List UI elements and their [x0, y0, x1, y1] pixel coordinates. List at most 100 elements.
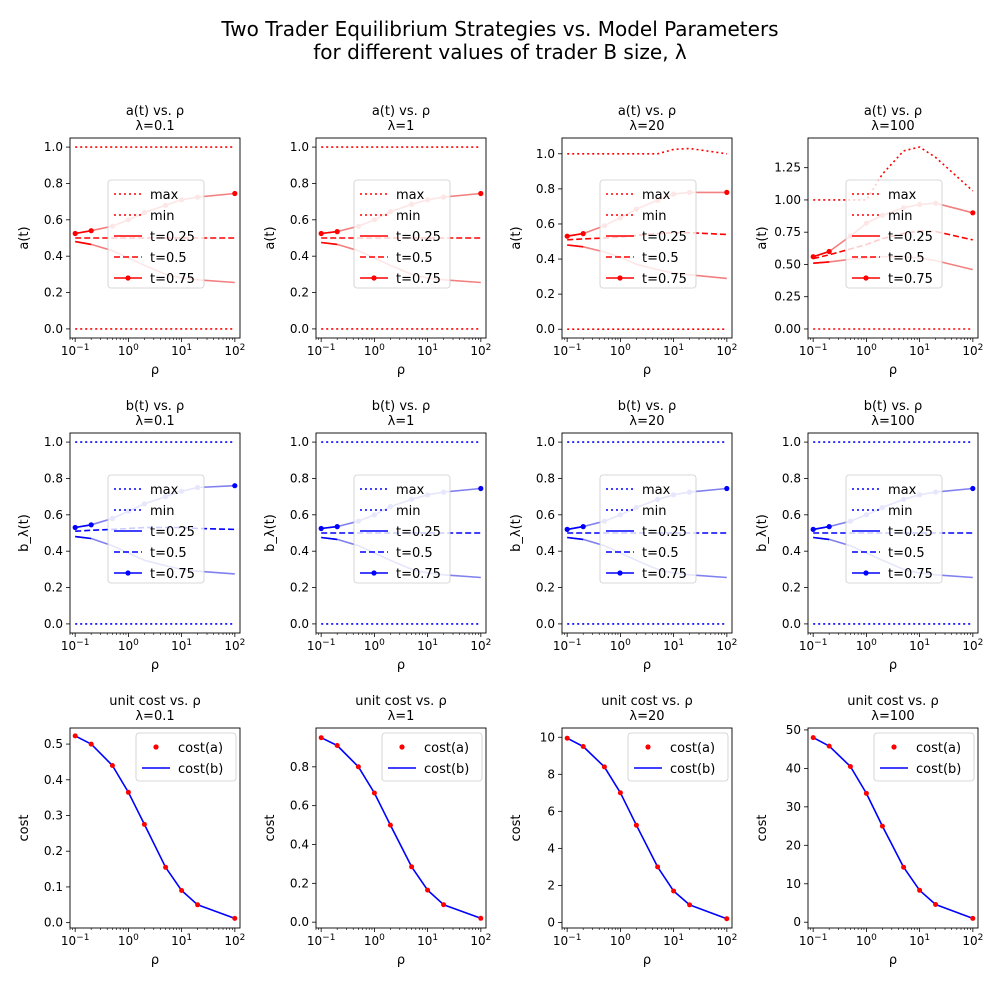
subplot-subtitle: λ=0.1	[135, 709, 174, 724]
subplot-title: unit cost vs. ρ	[601, 694, 692, 709]
series-t075-point	[478, 485, 484, 492]
x-tick-label: 101	[663, 933, 684, 948]
legend-label: t=0.5	[888, 546, 925, 561]
x-tick-label: 102	[962, 343, 983, 358]
series-t075-segment	[75, 524, 92, 529]
x-axis-label: ρ	[643, 658, 651, 673]
y-tick-label: 0.1	[44, 880, 63, 894]
series-cost-a-point	[409, 864, 415, 870]
series-cost-a-point	[195, 902, 201, 908]
subplot-5: b(t) vs. ρλ=0.1 10−1 100 101 102 0.0 0.2 0.4 0.6…	[17, 399, 245, 673]
series-cost-a-point	[441, 902, 447, 908]
series-cost-a-point	[826, 743, 832, 749]
axes-frame	[69, 137, 241, 339]
series-t075-point	[580, 231, 586, 237]
y-axis-label: b_λ(t)	[17, 514, 32, 552]
series-cost-a-point	[601, 764, 607, 770]
y-tick-label: 0.50	[774, 257, 801, 271]
y-tick-label: 0	[793, 915, 801, 929]
subplot-11: unit cost vs. ρλ=20 10−1 100 101 102 0 2 4 6 8 10 ρ…	[509, 694, 737, 968]
x-tick-label: 102	[470, 933, 491, 948]
subplot-8: b(t) vs. ρλ=100 10−1 100 101 102 0.0 0.2 0.4 0.6…	[755, 399, 983, 673]
x-tick-label: 100	[610, 933, 631, 948]
y-tick-label: 1.25	[774, 161, 801, 175]
series-t075-point	[826, 524, 832, 530]
series-t075-point	[970, 210, 976, 216]
legend-marker	[399, 744, 405, 750]
x-tick-label: 10−1	[553, 343, 582, 358]
y-tick-label: 0.2	[44, 286, 63, 300]
x-tick-label: 102	[716, 933, 737, 948]
y-tick-label: 6	[547, 804, 555, 818]
series-t025-segment	[567, 244, 584, 248]
x-tick-label: 102	[962, 933, 983, 948]
series-cost-a-point	[109, 763, 115, 768]
subplot-subtitle: λ=100	[871, 709, 914, 724]
x-axis-label: ρ	[397, 953, 405, 968]
legend-marker	[863, 275, 869, 281]
legend-marker	[863, 570, 869, 576]
x-tick-label: 100	[364, 638, 385, 653]
legend-label: cost(b)	[670, 762, 715, 777]
legend-label: cost(a)	[424, 741, 469, 756]
x-axis-label: ρ	[889, 363, 897, 378]
legend-box	[845, 179, 943, 289]
series-cost-a-point	[970, 915, 976, 921]
series-t075-point	[826, 248, 832, 255]
series-t025-segment	[813, 261, 830, 264]
series-group	[564, 735, 730, 922]
subplot-title: unit cost vs. ρ	[109, 694, 200, 709]
series-t075-segment	[75, 229, 92, 235]
legend-label: cost(a)	[670, 741, 715, 756]
y-tick-label: 0.0	[782, 617, 801, 631]
x-tick-label: 100	[610, 638, 631, 653]
legend-label: cost(a)	[178, 741, 223, 756]
x-tick-label: 102	[224, 933, 245, 948]
legend-marker	[891, 744, 897, 750]
axes-frame	[561, 727, 733, 929]
series-cost-a-point	[724, 916, 730, 922]
subplot-title: b(t) vs. ρ	[372, 399, 431, 414]
series-t075-point	[810, 254, 816, 260]
legend-label: t=0.5	[642, 251, 679, 266]
legend-marker	[371, 275, 377, 281]
y-tick-label: 0.6	[44, 213, 63, 227]
x-axis-label: ρ	[889, 953, 897, 968]
y-tick-label: 0.2	[290, 581, 309, 595]
series-t075-segment	[567, 232, 584, 237]
legend-label: t=0.25	[396, 525, 441, 540]
y-tick-label: 0.8	[782, 471, 801, 485]
axes-frame	[315, 727, 487, 929]
series-cost-a-point	[564, 735, 570, 741]
series-t075-point	[334, 229, 340, 235]
y-tick-label: 0.0	[536, 617, 555, 631]
x-tick-label: 100	[118, 638, 139, 653]
series-cost-a-point	[232, 915, 238, 921]
x-axis-label: ρ	[151, 953, 159, 968]
x-tick-label: 102	[716, 638, 737, 653]
y-tick-label: 0.0	[44, 916, 63, 930]
y-tick-label: 0.2	[536, 287, 555, 301]
series-t075-point	[232, 190, 238, 197]
series-cost-a-point	[355, 764, 361, 770]
axes-frame	[69, 432, 241, 634]
x-tick-label: 102	[470, 638, 491, 653]
x-tick-label: 10−1	[61, 638, 90, 653]
axes-frame	[315, 432, 487, 634]
legend-box	[135, 732, 237, 782]
axes-frame	[561, 432, 733, 634]
x-tick-label: 100	[118, 933, 139, 948]
legend-label: max	[888, 483, 917, 498]
legend-marker	[125, 275, 131, 281]
legend-box	[353, 474, 451, 584]
y-tick-label: 1.00	[774, 193, 801, 207]
subplot-subtitle: λ=1	[388, 119, 415, 134]
y-tick-label: 0.8	[44, 471, 63, 485]
legend-label: max	[396, 188, 425, 203]
y-tick-label: 1.0	[290, 140, 309, 154]
legend-label: t=0.25	[150, 230, 195, 245]
y-axis-label: b_λ(t)	[509, 514, 524, 552]
y-tick-label: 0.6	[44, 508, 63, 522]
y-tick-label: 0.6	[290, 799, 309, 813]
series-cost-a-point	[179, 888, 185, 893]
